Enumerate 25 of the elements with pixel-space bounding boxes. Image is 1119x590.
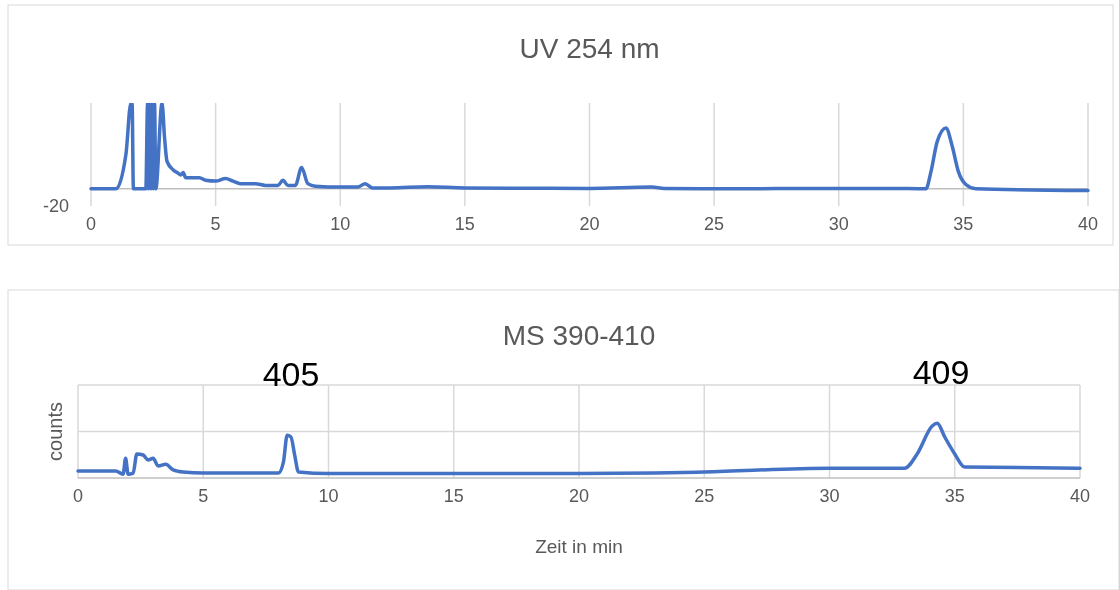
x-tick-label: 35 <box>944 486 965 506</box>
x-tick-label: 20 <box>579 214 600 234</box>
x-tick-label: 5 <box>198 486 209 506</box>
chart-title: UV 254 nm <box>519 33 660 64</box>
x-tick-label: 35 <box>953 214 974 234</box>
x-tick-label: 5 <box>210 214 221 234</box>
x-tick-label: 30 <box>819 486 840 506</box>
x-tick-label: 15 <box>443 486 464 506</box>
x-tick-label: 0 <box>72 486 84 506</box>
x-tick-label: 0 <box>85 214 97 234</box>
y-axis-title: counts <box>44 402 66 461</box>
x-tick-label: 10 <box>318 486 339 506</box>
text: 405 <box>262 355 320 393</box>
x-tick-label: 20 <box>568 486 590 506</box>
x-tick-label: 40 <box>1069 486 1091 506</box>
text: -20 <box>42 196 69 216</box>
x-axis-title: Zeit in min <box>535 536 623 557</box>
x-tick-label: 30 <box>828 214 849 234</box>
x-tick-label: 25 <box>694 486 715 506</box>
x-tick-label: 40 <box>1077 214 1099 234</box>
x-tick-label: 25 <box>704 214 725 234</box>
x-tick-label: 15 <box>454 214 475 234</box>
x-tick-label: 10 <box>330 214 351 234</box>
text: 409 <box>912 353 970 391</box>
chart-title: MS 390-410 <box>502 320 656 351</box>
